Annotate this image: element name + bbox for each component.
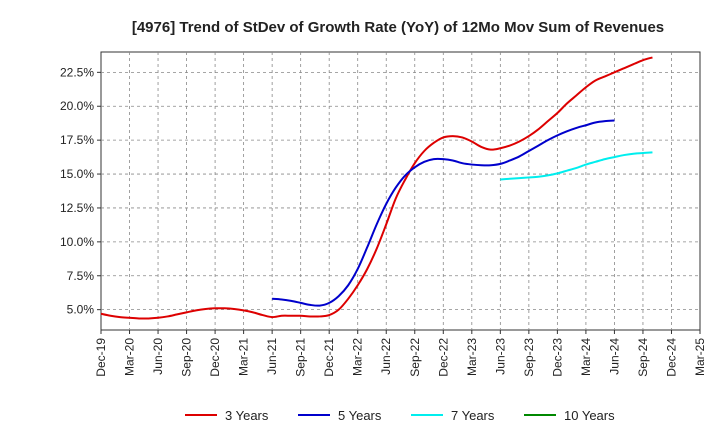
x-tick-label: Sep-22 — [408, 338, 422, 377]
x-tick-label: Sep-20 — [180, 338, 194, 377]
x-tick-label: Mar-22 — [351, 338, 365, 376]
y-tick-label: 15.0% — [60, 167, 94, 181]
y-tick-label: 7.5% — [67, 269, 95, 283]
x-tick-label: Mar-21 — [237, 338, 251, 376]
plot-area — [100, 51, 701, 331]
series-line-7-years — [500, 151, 653, 181]
x-tick-label: Sep-21 — [294, 338, 308, 377]
x-tick-label: Dec-23 — [550, 338, 564, 377]
legend-label-5-years: 5 Years — [338, 408, 382, 423]
x-tick-label: Dec-21 — [322, 338, 336, 377]
y-tick-label: 22.5% — [60, 65, 94, 79]
y-tick-label: 20.0% — [60, 99, 94, 113]
y-tick-label: 12.5% — [60, 201, 94, 215]
x-tick-label: Mar-23 — [465, 338, 479, 376]
y-tick-label: 17.5% — [60, 133, 94, 147]
x-tick-label: Sep-23 — [522, 338, 536, 377]
legend-label-3-years: 3 Years — [225, 408, 269, 423]
x-tick-label: Dec-19 — [94, 338, 108, 377]
y-tick-label: 5.0% — [67, 303, 95, 317]
x-tick-label: Mar-25 — [693, 338, 707, 376]
x-tick-label: Jun-24 — [607, 338, 621, 375]
x-tick-label: Mar-20 — [123, 338, 137, 376]
x-tick-label: Dec-24 — [664, 338, 678, 377]
legend-label-10-years: 10 Years — [564, 408, 615, 423]
x-tick-label: Mar-24 — [579, 338, 593, 376]
series-line-3-years — [100, 56, 653, 320]
legend-label-7-years: 7 Years — [451, 408, 495, 423]
x-tick-label: Jun-22 — [379, 338, 393, 375]
x-tick-label: Dec-22 — [436, 338, 450, 377]
chart-title: [4976] Trend of StDev of Growth Rate (Yo… — [132, 19, 664, 36]
x-tick-label: Dec-20 — [208, 338, 222, 377]
x-tick-label: Jun-20 — [151, 338, 165, 375]
y-tick-label: 10.0% — [60, 235, 94, 249]
series-line-5-years — [272, 119, 615, 307]
x-tick-label: Sep-24 — [636, 338, 650, 377]
x-tick-label: Jun-23 — [493, 338, 507, 375]
x-tick-label: Jun-21 — [265, 338, 279, 375]
